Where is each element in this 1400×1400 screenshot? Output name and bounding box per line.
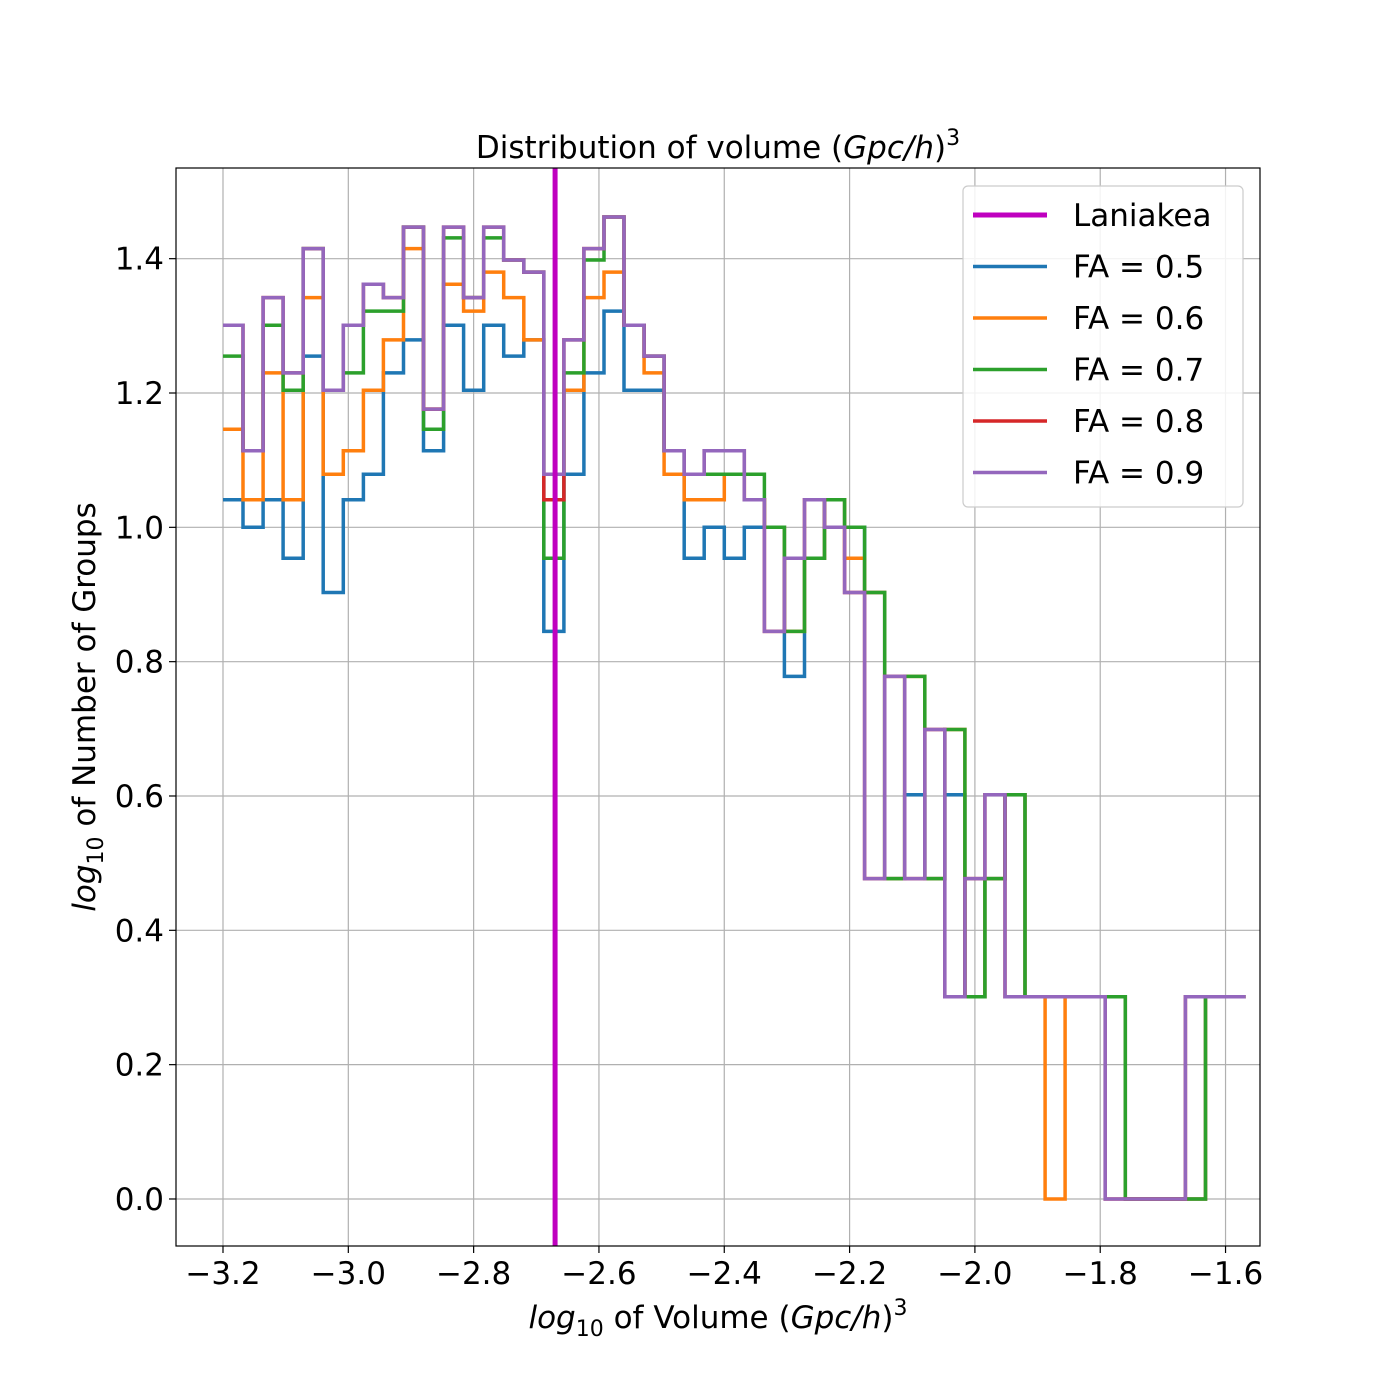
- legend-entry: FA = 0.9: [1073, 456, 1204, 492]
- grid-lines: [176, 168, 1260, 1246]
- x-tick-label: −2.8: [436, 1256, 511, 1292]
- x-axis-label: log10 of Volume (Gpc/h)3: [528, 1296, 907, 1342]
- y-tick-label: 1.2: [115, 376, 164, 412]
- legend-entry: Laniakea: [1073, 198, 1211, 234]
- series-line-fa-9: [223, 215, 1246, 1201]
- series-lines: [223, 215, 1246, 1201]
- y-tick-label: 0.6: [115, 779, 164, 815]
- chart-title: Distribution of volume (Gpc/h)3: [476, 126, 960, 166]
- x-axis-ticks: −3.2 −3.0 −2.8 −2.6 −2.4 −2.2 −2.0 −1.8 −1.6: [185, 1246, 1263, 1292]
- x-tick-label: −2.0: [937, 1256, 1012, 1292]
- y-tick-label: 1.4: [115, 242, 164, 278]
- x-tick-label: −1.8: [1063, 1256, 1138, 1292]
- y-tick-label: 0.2: [115, 1048, 164, 1084]
- y-axis-label: log10 of Number of Groups: [67, 502, 109, 912]
- legend-entry: FA = 0.6: [1073, 301, 1204, 337]
- legend: Laniakea FA = 0.5 FA = 0.6 FA = 0.7 FA = 0.8…: [962, 185, 1244, 508]
- legend-entry: FA = 0.5: [1073, 250, 1204, 286]
- y-tick-label: 1.0: [115, 510, 164, 546]
- y-tick-label: 0.0: [115, 1182, 164, 1218]
- x-tick-label: −3.2: [185, 1256, 260, 1292]
- x-tick-label: −2.4: [687, 1256, 762, 1292]
- legend-entry: FA = 0.7: [1073, 353, 1204, 389]
- plot-frame: [175, 167, 1261, 1247]
- y-tick-label: 0.4: [115, 913, 164, 949]
- x-tick-label: −1.6: [1188, 1256, 1263, 1292]
- x-tick-label: −2.6: [561, 1256, 636, 1292]
- y-axis-ticks: 0.0 0.2 0.4 0.6 0.8 1.0 1.2 1.4: [115, 242, 176, 1218]
- x-tick-label: −2.2: [812, 1256, 887, 1292]
- x-tick-label: −3.0: [311, 1256, 386, 1292]
- legend-entry: FA = 0.8: [1073, 404, 1204, 440]
- y-tick-label: 0.8: [115, 645, 164, 681]
